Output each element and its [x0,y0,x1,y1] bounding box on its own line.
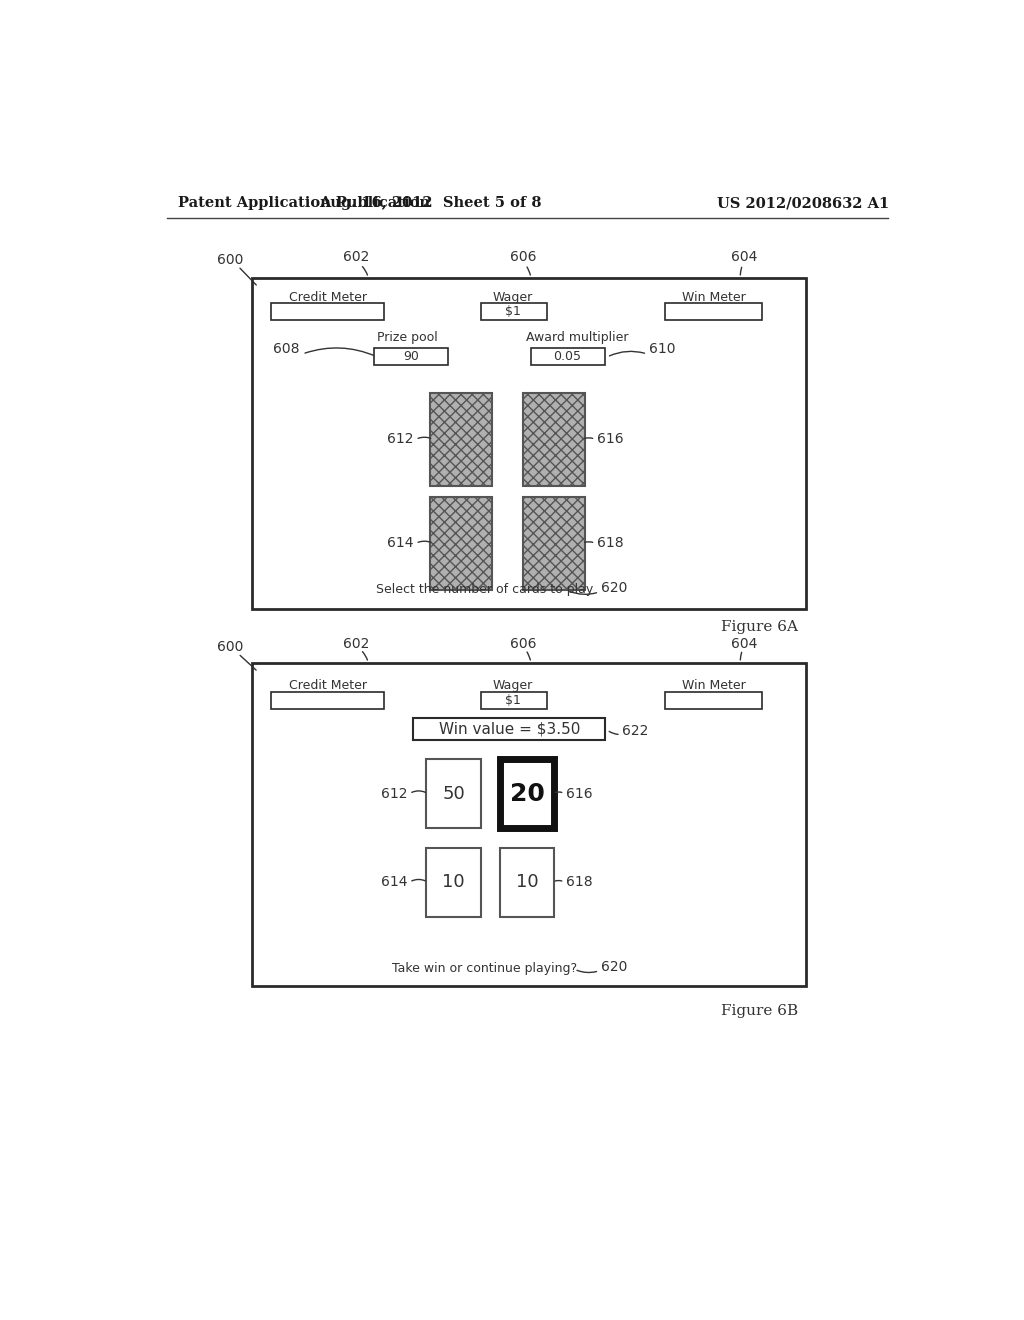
Text: Take win or continue playing?: Take win or continue playing? [392,962,578,975]
Bar [426,847,480,917]
Text: Figure 6B: Figure 6B [721,1003,798,1018]
Text: 10: 10 [516,874,539,891]
Text: Wager: Wager [493,680,534,693]
Text: 616: 616 [597,433,624,446]
Text: 622: 622 [623,725,649,738]
Bar [480,304,547,321]
Bar [252,663,806,986]
Text: 600: 600 [217,253,244,267]
Text: 612: 612 [387,433,414,446]
Bar [665,304,762,321]
Bar [665,692,762,709]
Text: Select the number of cards to play: Select the number of cards to play [376,583,593,597]
Bar [271,304,384,321]
Bar [531,348,604,364]
Bar [480,692,547,709]
Text: 0.05: 0.05 [553,350,582,363]
Text: 606: 606 [510,636,537,651]
Text: 618: 618 [597,536,624,550]
Text: Win value = $3.50: Win value = $3.50 [438,722,580,737]
Text: Award multiplier: Award multiplier [526,331,629,345]
Text: Wager: Wager [493,290,534,304]
Text: 20: 20 [510,781,545,805]
Text: Credit Meter: Credit Meter [289,680,367,693]
Text: Prize pool: Prize pool [377,331,437,345]
Text: 90: 90 [402,350,419,363]
Text: Credit Meter: Credit Meter [289,290,367,304]
Bar [252,277,806,609]
Text: 610: 610 [649,342,675,356]
Text: $1: $1 [505,305,521,318]
Text: 602: 602 [343,249,370,264]
Text: Win Meter: Win Meter [682,680,745,693]
Text: 614: 614 [381,875,407,890]
Text: 50: 50 [442,784,465,803]
Text: 10: 10 [442,874,465,891]
Bar [523,498,586,590]
Text: US 2012/0208632 A1: US 2012/0208632 A1 [717,197,889,210]
Bar [430,393,493,486]
Text: 618: 618 [566,875,593,890]
Bar [375,348,449,364]
Text: 604: 604 [731,636,758,651]
Text: 620: 620 [601,581,627,595]
Text: $1: $1 [505,694,521,708]
Bar [271,692,384,709]
Text: 606: 606 [510,249,537,264]
Text: Figure 6A: Figure 6A [721,619,798,634]
Text: 602: 602 [343,636,370,651]
Text: 600: 600 [217,640,244,655]
Bar [430,498,493,590]
Text: 612: 612 [381,787,407,801]
Bar [426,759,480,829]
Text: 614: 614 [387,536,414,550]
Text: Aug. 16, 2012  Sheet 5 of 8: Aug. 16, 2012 Sheet 5 of 8 [319,197,542,210]
Bar [500,759,554,829]
Text: Win Meter: Win Meter [682,290,745,304]
Bar [500,847,554,917]
Bar [523,393,586,486]
Text: Patent Application Publication: Patent Application Publication [178,197,430,210]
Text: 604: 604 [731,249,758,264]
Text: 608: 608 [272,342,299,356]
Text: 620: 620 [601,960,627,974]
Text: 616: 616 [566,787,593,801]
Bar [414,718,605,739]
